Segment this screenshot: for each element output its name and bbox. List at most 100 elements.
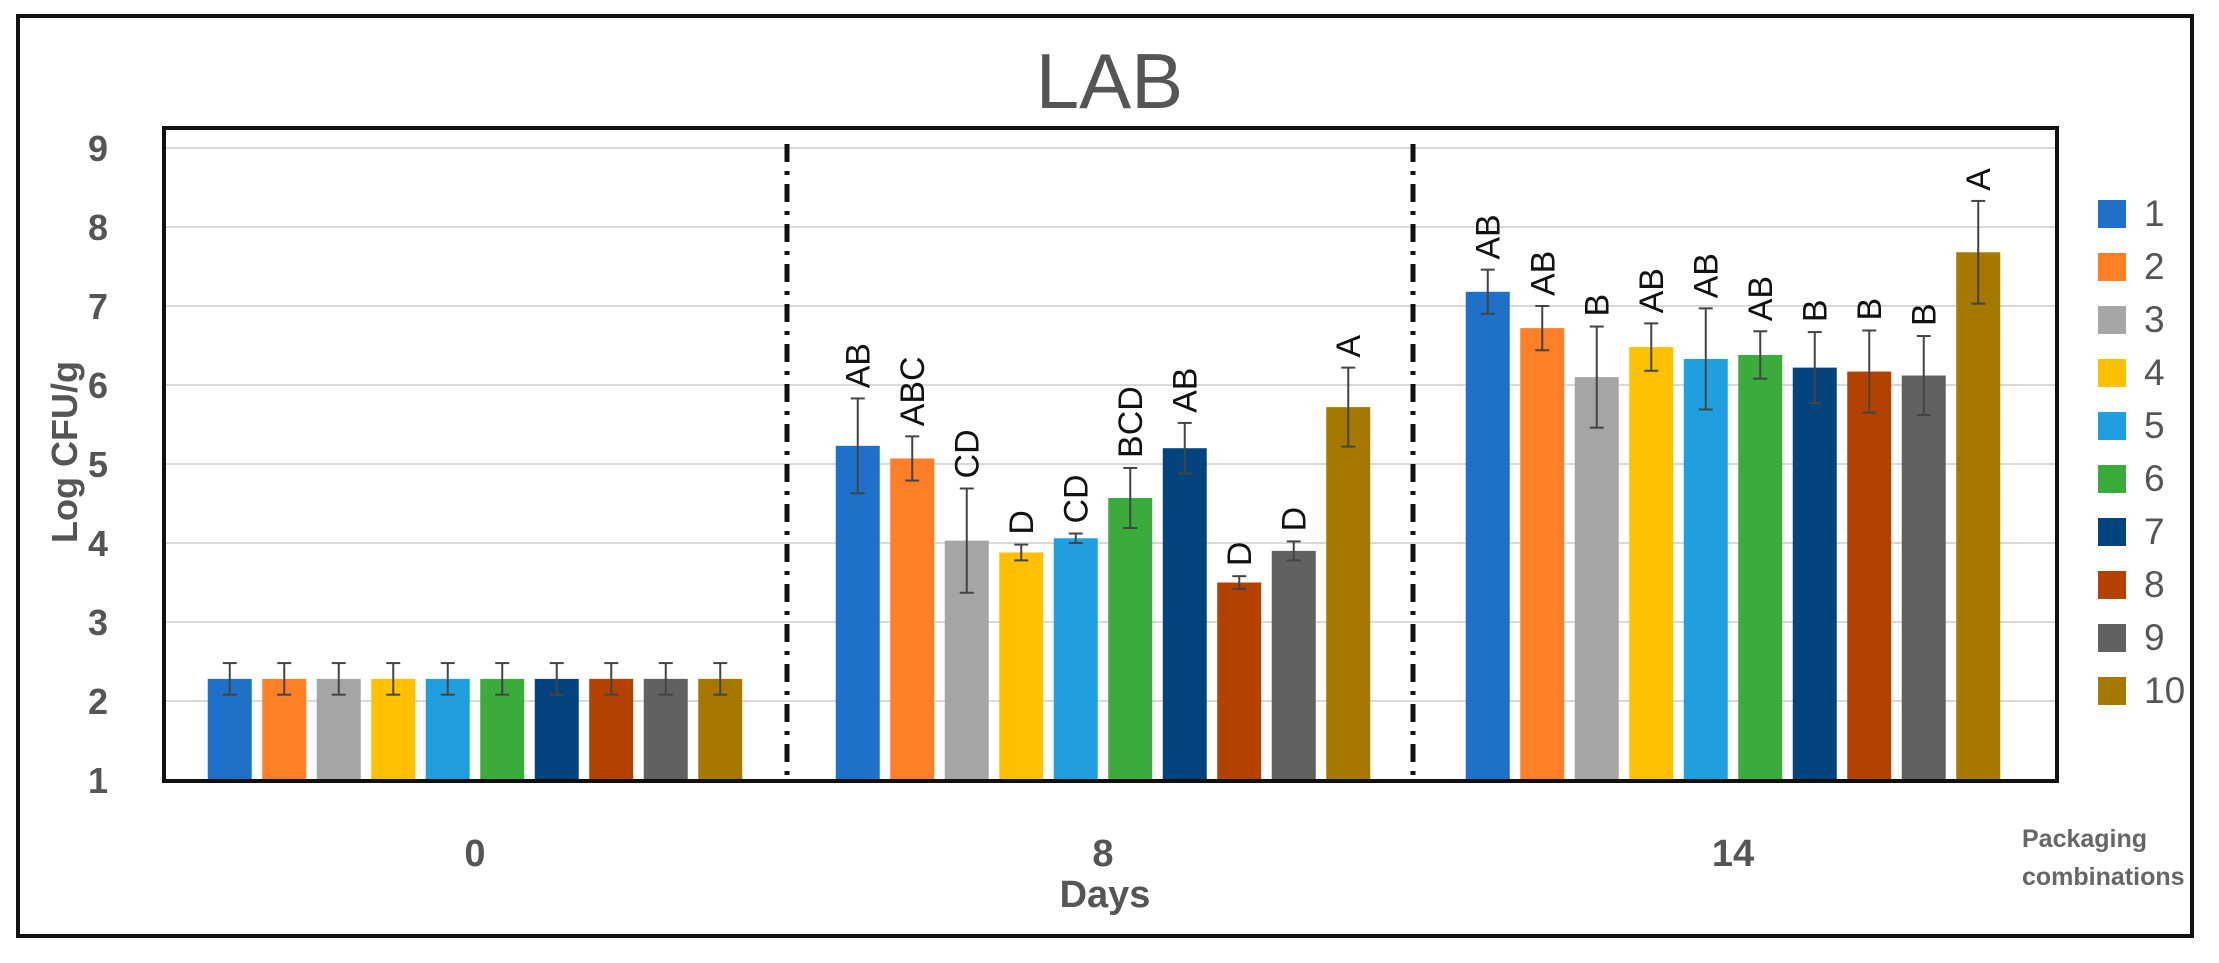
significance-label: AB <box>1688 253 1726 298</box>
significance-label: AB <box>1167 368 1205 413</box>
significance-label: B <box>1797 299 1835 322</box>
significance-label: D <box>1221 542 1259 567</box>
legend-swatch <box>2098 412 2126 440</box>
significance-label: BCD <box>1112 386 1150 458</box>
legend-item-10: 10 <box>2098 670 2185 711</box>
bar-day8-combo10 <box>1326 407 1371 780</box>
legend-swatch <box>2098 571 2126 599</box>
bar-day14-combo4 <box>1629 347 1674 780</box>
significance-label: B <box>1579 294 1617 317</box>
error-bar-day8-combo1 <box>850 397 865 495</box>
y-tick-labels: 1 2 3 4 5 6 7 8 9 <box>88 128 108 801</box>
error-bar-day14-combo5 <box>1698 307 1713 411</box>
error-bar-day8-combo4 <box>1014 543 1029 562</box>
error-bar-day8-combo3 <box>959 487 974 594</box>
bar-day0-combo5 <box>425 678 470 780</box>
error-bars <box>222 199 1986 696</box>
significance-label: D <box>1003 510 1041 535</box>
significance-label: B <box>1906 303 1944 326</box>
legend-item-5: 5 <box>2098 405 2165 446</box>
y-tick-label: 9 <box>88 128 108 169</box>
legend-item-7: 7 <box>2098 511 2165 552</box>
x-tick-label: 14 <box>1712 833 1754 875</box>
legend-swatch <box>2098 253 2126 281</box>
error-bar-day0-combo10 <box>713 662 728 696</box>
significance-label: B <box>1851 298 1889 321</box>
error-bar-day14-combo7 <box>1807 331 1822 405</box>
error-bar-day8-combo6 <box>1123 466 1138 529</box>
bar-day0-combo8 <box>589 678 634 780</box>
bar-day8-combo2 <box>890 458 935 780</box>
error-bar-day8-combo10 <box>1341 366 1356 448</box>
error-bar-day8-combo2 <box>905 435 920 482</box>
bar-day0-combo6 <box>480 678 525 780</box>
bar-day14-combo10 <box>1956 252 2001 780</box>
legend-label: 2 <box>2144 246 2165 287</box>
legend-item-6: 6 <box>2098 458 2165 499</box>
legend-item-3: 3 <box>2098 299 2165 340</box>
bar-day0-combo7 <box>534 678 579 780</box>
significance-label: AB <box>1633 268 1671 313</box>
plot-area-border <box>162 126 2059 783</box>
bar-day0-combo10 <box>698 678 743 780</box>
error-bar-day0-combo4 <box>386 662 401 696</box>
bar-day14-combo7 <box>1792 367 1837 780</box>
bar-day8-combo4 <box>999 552 1044 780</box>
legend-item-9: 9 <box>2098 617 2165 658</box>
legend-swatch <box>2098 200 2126 228</box>
y-tick-label: 3 <box>88 602 108 643</box>
x-tick-label: 0 <box>464 833 485 875</box>
significance-label: D <box>1276 507 1314 532</box>
bar-day8-combo5 <box>1053 538 1098 780</box>
legend-title: Packaging combinations <box>2022 825 2185 891</box>
significance-label: AB <box>1524 251 1562 296</box>
significance-label: AB <box>1742 276 1780 321</box>
x-tick-label: 8 <box>1092 833 1113 875</box>
legend-item-2: 2 <box>2098 246 2165 287</box>
legend-label: 6 <box>2144 458 2165 499</box>
bar-day0-combo9 <box>643 678 688 780</box>
bar-day14-combo6 <box>1738 354 1783 780</box>
error-bar-day0-combo9 <box>658 662 673 696</box>
y-tick-label: 7 <box>88 286 108 327</box>
bar-day8-combo7 <box>1162 448 1207 780</box>
y-tick-label: 1 <box>88 760 108 801</box>
error-bar-day14-combo10 <box>1971 199 1986 305</box>
bars <box>207 252 2001 780</box>
group-separators <box>784 144 1416 780</box>
figure-frame <box>16 14 2194 938</box>
significance-label: CD <box>949 429 987 478</box>
bar-day14-combo2 <box>1520 328 1565 780</box>
significance-label: AB <box>1470 214 1508 259</box>
legend-swatch <box>2098 306 2126 334</box>
bar-day14-combo3 <box>1574 377 1619 780</box>
significance-label: CD <box>1058 474 1096 523</box>
bar-day8-combo1 <box>835 445 880 780</box>
error-bar-day14-combo8 <box>1862 329 1877 414</box>
bar-day0-combo2 <box>262 678 307 780</box>
bar-day0-combo4 <box>371 678 416 780</box>
legend-label: 4 <box>2144 352 2165 393</box>
significance-label: A <box>1960 168 1998 191</box>
y-tick-label: 5 <box>88 444 108 485</box>
legend-item-4: 4 <box>2098 352 2165 393</box>
error-bar-day0-combo8 <box>604 662 619 696</box>
legend-label: 8 <box>2144 564 2165 605</box>
legend-label: 5 <box>2144 405 2165 446</box>
error-bar-day8-combo5 <box>1068 532 1083 544</box>
x-axis-label: Days <box>1059 874 1151 916</box>
significance-label: AB <box>840 343 878 388</box>
error-bar-day14-combo3 <box>1589 325 1604 429</box>
legend-swatch <box>2098 518 2126 546</box>
error-bar-day14-combo6 <box>1753 330 1768 380</box>
legend-swatch <box>2098 624 2126 652</box>
y-tick-label: 6 <box>88 365 108 406</box>
bar-day0-combo3 <box>316 678 361 780</box>
legend-item-8: 8 <box>2098 564 2165 605</box>
legend-label: 3 <box>2144 299 2165 340</box>
error-bar-day0-combo3 <box>331 662 346 696</box>
legend-item-1: 1 <box>2098 193 2165 234</box>
bar-day14-combo9 <box>1901 375 1946 780</box>
